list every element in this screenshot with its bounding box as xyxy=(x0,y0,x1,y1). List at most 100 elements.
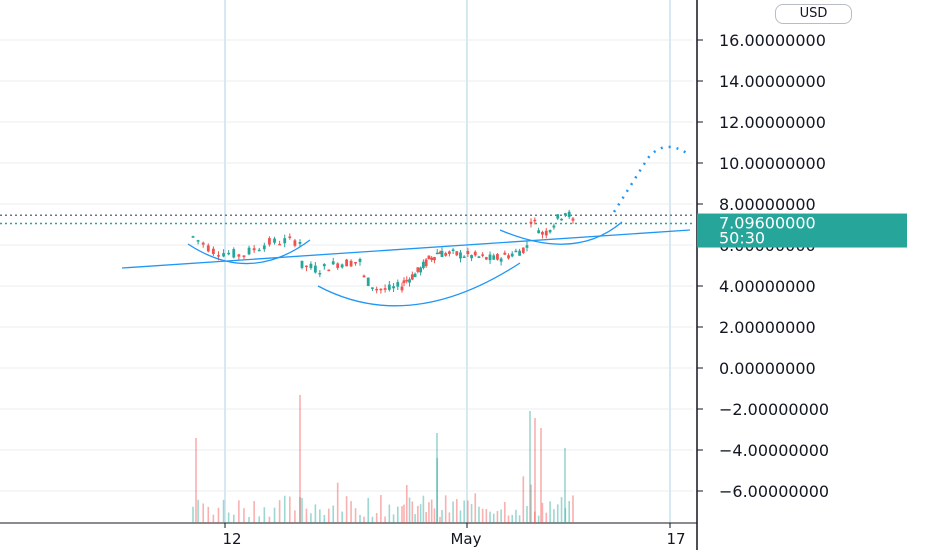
candle-body xyxy=(484,257,488,260)
volume-bar xyxy=(572,495,574,523)
volume-bar xyxy=(526,505,528,523)
candle-body xyxy=(354,262,357,264)
candle-body xyxy=(300,260,304,268)
candle-body xyxy=(525,245,529,248)
candle-body xyxy=(191,236,195,238)
volume-bar xyxy=(327,508,330,523)
candle-body xyxy=(273,238,276,243)
volume-bar xyxy=(253,501,255,523)
candle-body xyxy=(440,250,444,258)
candle-body xyxy=(379,288,383,291)
volume-bar xyxy=(217,507,220,523)
time-tick-label: 12 xyxy=(222,530,241,548)
volume-bar xyxy=(289,496,291,523)
candle-body xyxy=(405,279,409,282)
volume-bar xyxy=(522,476,525,523)
candle-body xyxy=(544,230,548,236)
volume-bar xyxy=(534,418,536,523)
price-tick-label: 16.00000000 xyxy=(719,31,826,50)
candle-body xyxy=(419,267,423,273)
volume-bar xyxy=(496,510,499,523)
price-tick-label: 8.00000000 xyxy=(719,195,816,214)
volume-bar xyxy=(541,502,544,523)
candle-body xyxy=(459,252,462,259)
candle-body xyxy=(521,247,525,253)
volume-bar xyxy=(202,503,204,523)
volume-bar xyxy=(354,508,357,523)
volume-bar xyxy=(197,499,199,523)
volume-bar xyxy=(452,501,454,523)
volume-bar xyxy=(564,508,567,523)
candle-body xyxy=(444,253,448,256)
currency-button[interactable]: USD xyxy=(775,4,852,24)
volume-bar xyxy=(248,516,250,523)
price-tick-label: 12.00000000 xyxy=(719,113,826,132)
volume-bar xyxy=(314,504,317,523)
candle-body xyxy=(477,256,481,258)
candle-body xyxy=(227,252,231,255)
candle-body xyxy=(430,257,434,261)
cup-arc-right xyxy=(499,221,623,245)
price-tick-label: 10.00000000 xyxy=(719,154,826,173)
candle-body xyxy=(435,252,439,255)
candle-body xyxy=(451,249,455,251)
candle-body xyxy=(510,253,514,257)
candle-body xyxy=(424,259,428,267)
volume-bar xyxy=(489,511,491,523)
time-tick-label: 17 xyxy=(666,530,685,548)
candle-body xyxy=(466,251,470,255)
volume-bar xyxy=(549,501,551,523)
volume-bar xyxy=(268,516,271,523)
candle-body xyxy=(447,251,451,254)
candle-body xyxy=(548,229,552,233)
candle-body xyxy=(298,241,302,244)
bar-countdown-label: 50:30 xyxy=(719,229,765,248)
candle-body xyxy=(408,279,411,283)
candle-body xyxy=(518,250,522,256)
volume-bar xyxy=(227,512,230,523)
candle-body xyxy=(362,275,366,278)
candle-body xyxy=(242,255,246,257)
price-tick-label: −4.00000000 xyxy=(719,441,829,460)
volume-bar xyxy=(481,508,484,523)
volume-bar xyxy=(500,509,502,523)
volume-bar xyxy=(283,495,286,523)
candle-body xyxy=(375,288,379,291)
volume-bar xyxy=(504,501,506,523)
candle-body xyxy=(387,284,391,290)
volume-bar xyxy=(433,508,436,523)
candle-body xyxy=(336,263,340,268)
price-tick-label: −2.00000000 xyxy=(719,400,829,419)
volume-bar xyxy=(459,510,462,523)
volume-bar xyxy=(507,515,510,523)
candle-body xyxy=(455,251,459,256)
candle-body xyxy=(237,254,241,257)
candle-body xyxy=(222,253,225,257)
volume-bar xyxy=(436,457,439,523)
candle-body xyxy=(567,211,571,217)
candle-body xyxy=(396,282,400,287)
candle-body xyxy=(470,255,473,259)
volume-bar xyxy=(560,497,563,523)
cup-arc-left xyxy=(187,239,311,265)
volume-bar xyxy=(341,511,343,523)
volume-bar xyxy=(540,428,542,523)
volume-bar xyxy=(439,516,441,523)
candle-body xyxy=(206,245,210,252)
candle-body xyxy=(529,221,533,224)
candle-body xyxy=(349,260,353,267)
candle-body xyxy=(556,214,560,219)
candle-body xyxy=(211,248,215,254)
candle-body xyxy=(313,265,317,273)
volume-bar xyxy=(411,501,414,523)
candle-body xyxy=(327,269,331,272)
candle-body xyxy=(252,248,256,251)
candle-body xyxy=(196,240,200,242)
volume-bar xyxy=(405,485,408,523)
volume-bar xyxy=(299,395,301,523)
volume-bar xyxy=(485,509,488,523)
candle-body xyxy=(257,249,261,252)
volume-bar xyxy=(553,509,555,523)
